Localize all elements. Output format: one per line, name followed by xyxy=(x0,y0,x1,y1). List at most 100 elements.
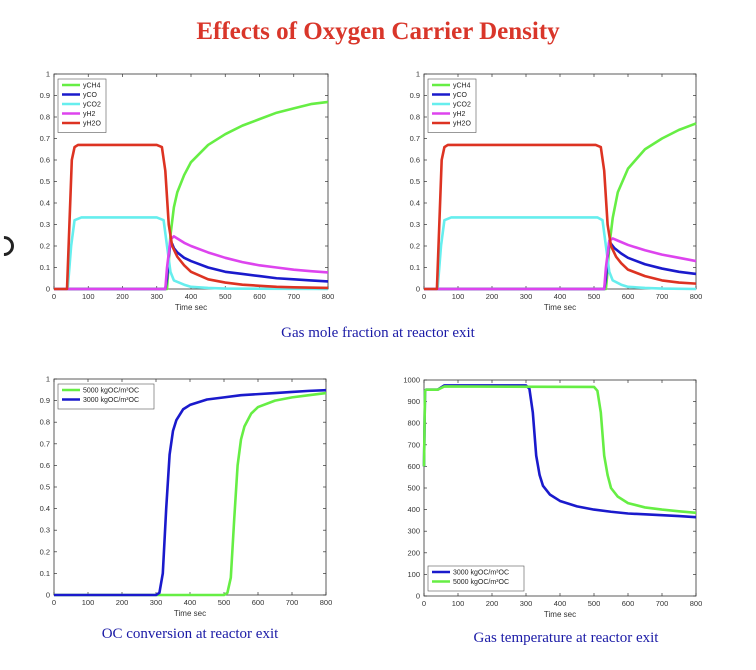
y-tick-label: 1000 xyxy=(403,376,420,385)
y-tick-label: 0.6 xyxy=(410,156,420,165)
legend-label: 5000 kgOC/m³OC xyxy=(83,388,139,395)
legend-label: yH2 xyxy=(453,111,466,118)
y-tick-label: 600 xyxy=(407,462,420,471)
y-tick-label: 700 xyxy=(407,440,420,449)
x-tick-label: 500 xyxy=(588,599,601,608)
y-tick-label: 300 xyxy=(407,527,420,536)
y-tick-label: 0.1 xyxy=(40,569,50,578)
x-tick-label: 700 xyxy=(656,599,669,608)
x-axis-label: Time sec xyxy=(174,609,206,618)
y-tick-label: 0.6 xyxy=(40,156,50,165)
x-tick-label: 200 xyxy=(486,599,499,608)
y-tick-label: 0.1 xyxy=(40,263,50,272)
y-tick-label: 0 xyxy=(416,592,420,601)
x-tick-label: 300 xyxy=(150,598,163,607)
x-tick-label: 800 xyxy=(320,598,333,607)
series-line-yh2 xyxy=(424,237,697,291)
series-line-yh2o xyxy=(424,143,697,291)
x-tick-label: 100 xyxy=(82,598,95,607)
y-tick-label: 400 xyxy=(407,505,420,514)
y-tick-label: 0.6 xyxy=(40,461,50,470)
legend-label: yCO2 xyxy=(83,102,101,109)
y-tick-label: 0.2 xyxy=(410,242,420,251)
plot-area xyxy=(423,379,697,597)
legend-box xyxy=(57,383,155,410)
legend-label: yCH4 xyxy=(453,83,471,90)
x-tick-label: 100 xyxy=(82,292,95,301)
y-tick-label: 100 xyxy=(407,570,420,579)
y-tick-label: 900 xyxy=(407,397,420,406)
chart-top-left: 0 100 200 300 400 500 600 700 800 0 0.1 0.2 0.3 0.4 0.… xyxy=(40,70,335,313)
y-tick-label: 0.2 xyxy=(40,547,50,556)
y-tick-label: 0.8 xyxy=(40,418,50,427)
y-tick-label: 200 xyxy=(407,548,420,557)
series-line-yh2o xyxy=(54,143,329,291)
chart-top-right: 0 100 200 300 400 500 600 700 800 0 0.1 0.2 0.3 0.4 0.… xyxy=(410,70,703,313)
y-tick-label: 0.7 xyxy=(410,134,420,143)
y-tick-label: 0.8 xyxy=(410,113,420,122)
series-line-5000-kgoc-m-oc xyxy=(54,391,327,597)
legend-label: 3000 kgOC/m³OC xyxy=(453,570,509,577)
legend: 5000 kgOC/m³OC 3000 kgOC/m³OC xyxy=(57,383,155,410)
x-tick-label: 200 xyxy=(116,292,129,301)
x-tick-label: 0 xyxy=(52,598,56,607)
series-line-3000-kgoc-m-oc xyxy=(54,388,327,597)
x-tick-label: 700 xyxy=(287,292,300,301)
legend-label: 5000 kgOC/m³OC xyxy=(453,579,509,586)
y-tick-label: 0.5 xyxy=(40,177,50,186)
y-tick-label: 0.4 xyxy=(410,199,420,208)
series-line-yco2 xyxy=(424,216,697,291)
x-tick-label: 500 xyxy=(218,598,231,607)
x-tick-label: 400 xyxy=(185,292,198,301)
legend-label: yH2O xyxy=(83,121,101,128)
x-tick-label: 500 xyxy=(588,292,601,301)
y-tick-label: 0.9 xyxy=(40,396,50,405)
y-tick-label: 0.3 xyxy=(40,220,50,229)
x-tick-label: 0 xyxy=(422,292,426,301)
x-tick-label: 800 xyxy=(690,599,703,608)
y-tick-label: 0.5 xyxy=(410,177,420,186)
y-tick-label: 0.7 xyxy=(40,134,50,143)
x-tick-label: 600 xyxy=(622,599,635,608)
x-tick-label: 300 xyxy=(150,292,163,301)
y-tick-label: 0.9 xyxy=(40,91,50,100)
chart-bottom-right: 0 100 200 300 400 500 600 700 800 0 100 200 300 400 50… xyxy=(403,376,702,620)
x-tick-label: 100 xyxy=(452,599,465,608)
y-tick-label: 0 xyxy=(46,591,50,600)
y-tick-label: 0.7 xyxy=(40,439,50,448)
x-tick-label: 800 xyxy=(322,292,335,301)
x-tick-label: 400 xyxy=(554,292,567,301)
x-axis-label: Time sec xyxy=(544,303,576,312)
x-tick-label: 0 xyxy=(422,599,426,608)
caption-bottom-left: OC conversion at reactor exit xyxy=(101,626,279,642)
x-axis-label: Time sec xyxy=(175,303,207,312)
y-tick-label: 1 xyxy=(416,70,420,79)
legend-label: yH2 xyxy=(83,111,96,118)
y-tick-label: 0.5 xyxy=(40,483,50,492)
plot-area xyxy=(53,378,327,596)
y-tick-label: 0.3 xyxy=(410,220,420,229)
series-line-yh2 xyxy=(54,235,329,291)
x-tick-label: 600 xyxy=(253,292,266,301)
x-tick-label: 200 xyxy=(116,598,129,607)
x-tick-label: 400 xyxy=(554,599,567,608)
x-tick-label: 800 xyxy=(690,292,703,301)
caption-bottom-right: Gas temperature at reactor exit xyxy=(473,630,659,646)
y-tick-label: 0.4 xyxy=(40,504,50,513)
y-tick-label: 0.3 xyxy=(40,526,50,535)
x-tick-label: 300 xyxy=(520,599,533,608)
x-tick-label: 300 xyxy=(520,292,533,301)
chart-bottom-left: 0 100 200 300 400 500 600 700 800 0 0.1 0.2 0.3 0.4 0.… xyxy=(40,375,333,619)
legend-label: yCH4 xyxy=(83,83,101,90)
y-tick-label: 0 xyxy=(46,285,50,294)
legend: yCH4 yCO yCO2 yH2 yH2O xyxy=(427,78,477,133)
y-tick-label: 0.4 xyxy=(40,199,50,208)
series-line-5000-kgoc-m-oc xyxy=(422,385,697,515)
legend: 3000 kgOC/m³OC 5000 kgOC/m³OC xyxy=(427,565,525,592)
caption-top: Gas mole fraction at reactor exit xyxy=(281,325,475,341)
x-axis-label: Time sec xyxy=(544,610,576,619)
x-tick-label: 100 xyxy=(452,292,465,301)
legend-label: yH2O xyxy=(453,121,471,128)
y-tick-label: 1 xyxy=(46,375,50,384)
